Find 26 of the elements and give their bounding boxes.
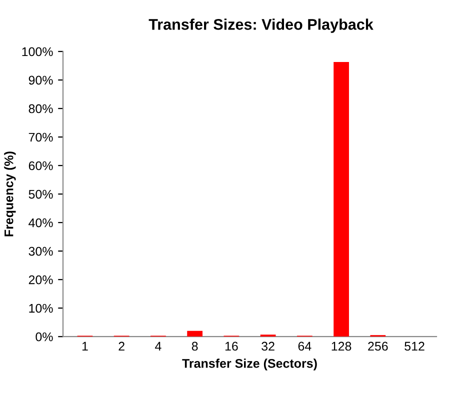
y-tick-label: 70%	[28, 132, 53, 142]
x-tick-label: 16	[225, 342, 238, 351]
y-tick-label: 80%	[28, 104, 53, 114]
y-tick-label: 20%	[28, 275, 53, 284]
x-tick-label: 32	[262, 342, 274, 351]
bar	[334, 62, 349, 337]
y-tick-label: 40%	[28, 218, 53, 228]
x-axis-title: Transfer Size (Sectors)	[182, 358, 317, 370]
chart-title: Transfer Sizes: Video Playback	[148, 18, 374, 33]
x-tick-label: 8	[192, 342, 198, 351]
bar	[187, 330, 203, 337]
y-tick-label: 30%	[28, 246, 53, 256]
x-tick-label: 256	[368, 342, 388, 351]
y-tick-label: 100%	[22, 47, 53, 56]
y-tick-label: 90%	[28, 76, 53, 85]
y-tick-label: 0%	[36, 332, 53, 342]
x-tick-label: 2	[118, 342, 124, 351]
x-tick-label: 1	[82, 342, 88, 351]
x-tick-label: 512	[404, 342, 424, 351]
x-tick-label: 128	[332, 342, 352, 351]
y-tick-label: 50%	[28, 190, 53, 199]
y-axis-title: Frequency (%)	[4, 152, 16, 236]
y-tick-label: 60%	[28, 161, 53, 170]
x-tick-label: 64	[298, 342, 312, 351]
y-tick-label: 10%	[29, 304, 53, 313]
x-tick-label: 4	[155, 342, 162, 351]
